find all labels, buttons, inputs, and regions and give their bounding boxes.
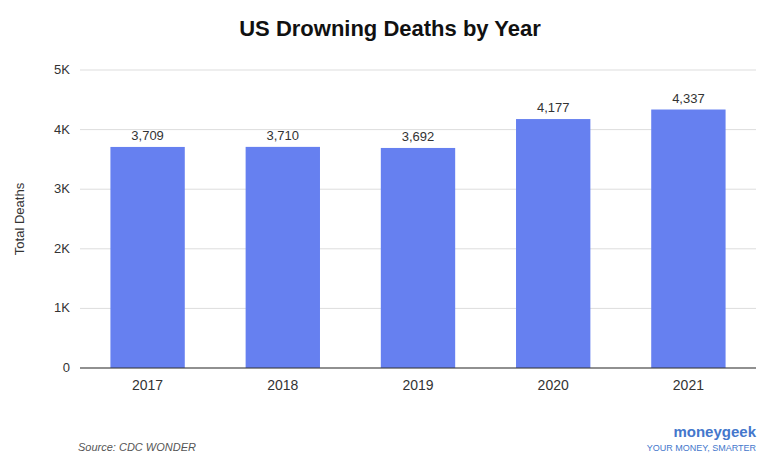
bar [651,110,725,368]
y-tick-label: 3K [54,181,70,196]
brand: moneygeek [673,423,756,440]
y-axis-label: Total Deaths [12,182,27,255]
bar [381,148,455,368]
bar [110,147,184,368]
y-tick-label: 2K [54,241,70,256]
y-tick-label: 5K [54,62,70,77]
bar [246,147,320,368]
data-label: 4,177 [537,100,570,115]
brand-tagline: YOUR MONEY, SMARTER [647,443,757,453]
data-label: 3,710 [267,128,300,143]
x-tick-label: 2017 [132,377,163,393]
grid-line [80,368,756,369]
source-note: Source: CDC WONDER [78,441,196,453]
x-tick-label: 2018 [267,377,298,393]
data-label: 3,709 [131,128,164,143]
x-axis-line [80,367,756,368]
y-tick-label: 4K [54,122,70,137]
y-tick-label: 1K [54,300,70,315]
bars [110,110,725,368]
x-tick-label: 2020 [538,377,569,393]
title: US Drowning Deaths by Year [239,16,541,41]
data-label: 3,692 [402,129,435,144]
x-tick-label: 2019 [402,377,433,393]
x-tick-label: 2021 [673,377,704,393]
chart: US Drowning Deaths by Year 0 1K 2K 3K 4K 5K Tot… [0,0,780,463]
y-tick-label: 0 [63,360,70,375]
bar [516,119,590,368]
data-label: 4,337 [672,91,705,106]
grid-line [80,70,756,71]
